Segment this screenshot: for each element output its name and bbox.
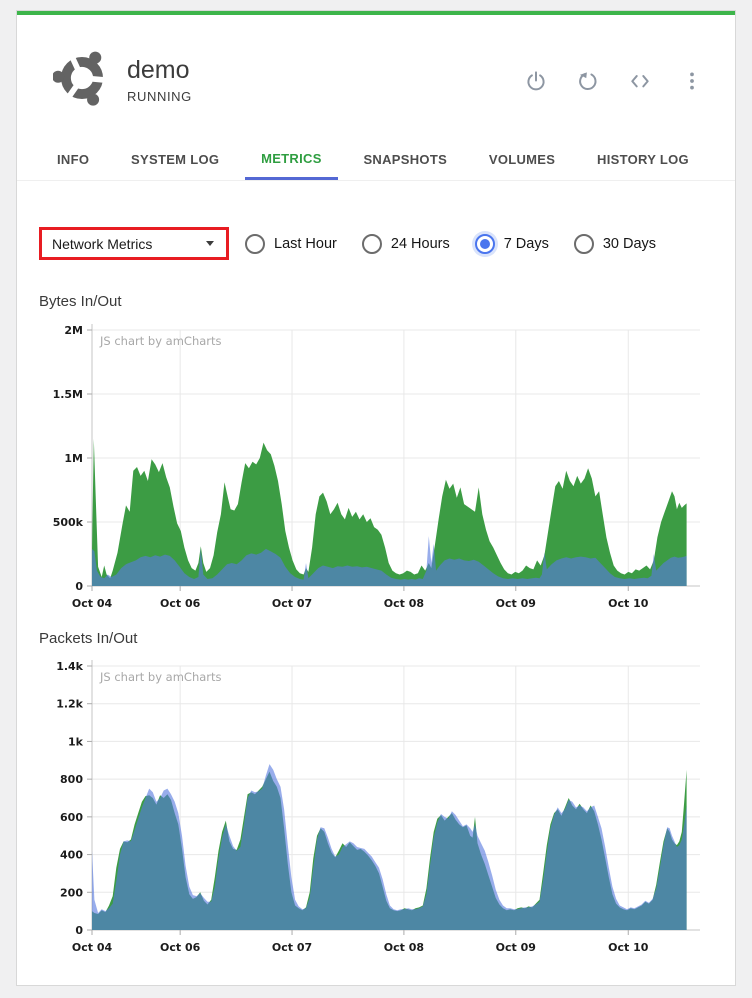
power-button[interactable]	[525, 70, 547, 92]
y-axis-label: 1k	[68, 735, 84, 748]
instance-card: demo RUNNING	[16, 10, 736, 986]
bytes-green-area	[92, 438, 687, 586]
y-axis-label: 600	[60, 811, 83, 824]
restart-icon	[579, 71, 597, 90]
radio-label: 24 Hours	[390, 235, 450, 252]
bytes-in-out-chart: 2M 1.5M 1M 500k 0 Oct 04 Oct 06 Oct 07 Oct 08 Oct…	[53, 324, 700, 610]
radio-last-hour[interactable]: Last Hour	[245, 233, 337, 254]
y-axis-label: 400	[60, 849, 83, 862]
packets-blue-area	[92, 764, 687, 930]
tab-info[interactable]: INFO	[57, 152, 90, 167]
y-axis-label: 1.4k	[56, 660, 83, 673]
y-axis-label: 1.2k	[56, 698, 83, 711]
code-icon	[631, 74, 649, 87]
power-icon	[527, 70, 545, 90]
bytes-blue-area	[92, 536, 687, 586]
y-axis-label: 200	[60, 886, 83, 899]
amcharts-watermark: JS chart by amCharts	[99, 670, 222, 684]
instance-name: demo	[127, 56, 190, 85]
kebab-menu-icon	[690, 72, 694, 89]
x-axis-label: Oct 04	[72, 597, 113, 610]
radio-24-hours[interactable]: 24 Hours	[361, 233, 450, 254]
radio-label: 30 Days	[602, 235, 657, 252]
radio-7-days[interactable]: 7 Days	[474, 233, 549, 254]
x-axis-label: Oct 10	[608, 941, 649, 954]
instance-status: RUNNING	[127, 88, 192, 104]
packets-chart-title: Packets In/Out	[39, 630, 138, 647]
x-axis-label: Oct 09	[496, 597, 536, 610]
more-menu-button[interactable]	[681, 70, 703, 92]
metric-type-select[interactable]: Network Metrics	[39, 227, 229, 260]
radio-selected-icon[interactable]	[474, 233, 495, 254]
x-axis-label: Oct 08	[384, 941, 424, 954]
instance-header: demo RUNNING	[17, 15, 735, 140]
y-axis-label: 1.5M	[53, 388, 83, 401]
x-axis-label: Oct 04	[72, 941, 113, 954]
metric-type-select-value: Network Metrics	[52, 235, 153, 252]
tab-system-log[interactable]: SYSTEM LOG	[131, 152, 220, 167]
radio-unselected-icon[interactable]	[573, 233, 594, 254]
radio-unselected-icon[interactable]	[245, 233, 265, 254]
x-axis-label: Oct 06	[160, 941, 201, 954]
y-axis-label: 800	[60, 773, 83, 786]
radio-label: 7 Days	[503, 235, 549, 252]
tab-volumes[interactable]: VOLUMES	[488, 152, 556, 167]
instance-titles: demo RUNNING	[127, 57, 192, 104]
y-axis-label: 2M	[64, 324, 83, 337]
x-axis-label: Oct 07	[272, 597, 312, 610]
radio-label: Last Hour	[274, 235, 337, 252]
metrics-controls: Network Metrics Last Hour 24 Hours 7 Days 3…	[39, 227, 735, 260]
y-axis-label: 0	[75, 924, 83, 937]
time-range-radio-group: Last Hour 24 Hours 7 Days 30 Days	[245, 233, 657, 254]
x-axis-label: Oct 09	[496, 941, 536, 954]
x-axis-label: Oct 08	[384, 597, 424, 610]
tab-history-log[interactable]: HISTORY LOG	[597, 152, 689, 167]
instance-actions	[525, 70, 709, 92]
packets-in-out-chart: 1.4k 1.2k 1k 800 600 400 200 0 Oct 04 Oct 06 Oct 0…	[56, 660, 700, 954]
radio-30-days[interactable]: 30 Days	[573, 233, 657, 254]
x-axis-label: Oct 06	[160, 597, 201, 610]
restart-button[interactable]	[577, 70, 599, 92]
radio-unselected-icon[interactable]	[361, 233, 382, 254]
y-axis-label: 1M	[64, 452, 83, 465]
tab-bar: INFO SYSTEM LOG METRICS SNAPSHOTS VOLUMES HIS…	[17, 140, 735, 181]
y-axis-label: 500k	[53, 516, 84, 529]
y-axis-label: 0	[75, 580, 83, 593]
x-axis-label: Oct 07	[272, 941, 312, 954]
chevron-down-icon	[206, 241, 214, 246]
tab-metrics[interactable]: METRICS	[245, 140, 338, 180]
card-top-accent-bar	[17, 11, 735, 15]
x-axis-label: Oct 10	[608, 597, 649, 610]
ubuntu-logo-icon	[52, 49, 111, 112]
bytes-chart-title: Bytes In/Out	[39, 293, 122, 310]
tab-snapshots[interactable]: SNAPSHOTS	[363, 152, 448, 167]
amcharts-watermark: JS chart by amCharts	[99, 334, 222, 348]
terminal-code-button[interactable]	[629, 70, 651, 92]
